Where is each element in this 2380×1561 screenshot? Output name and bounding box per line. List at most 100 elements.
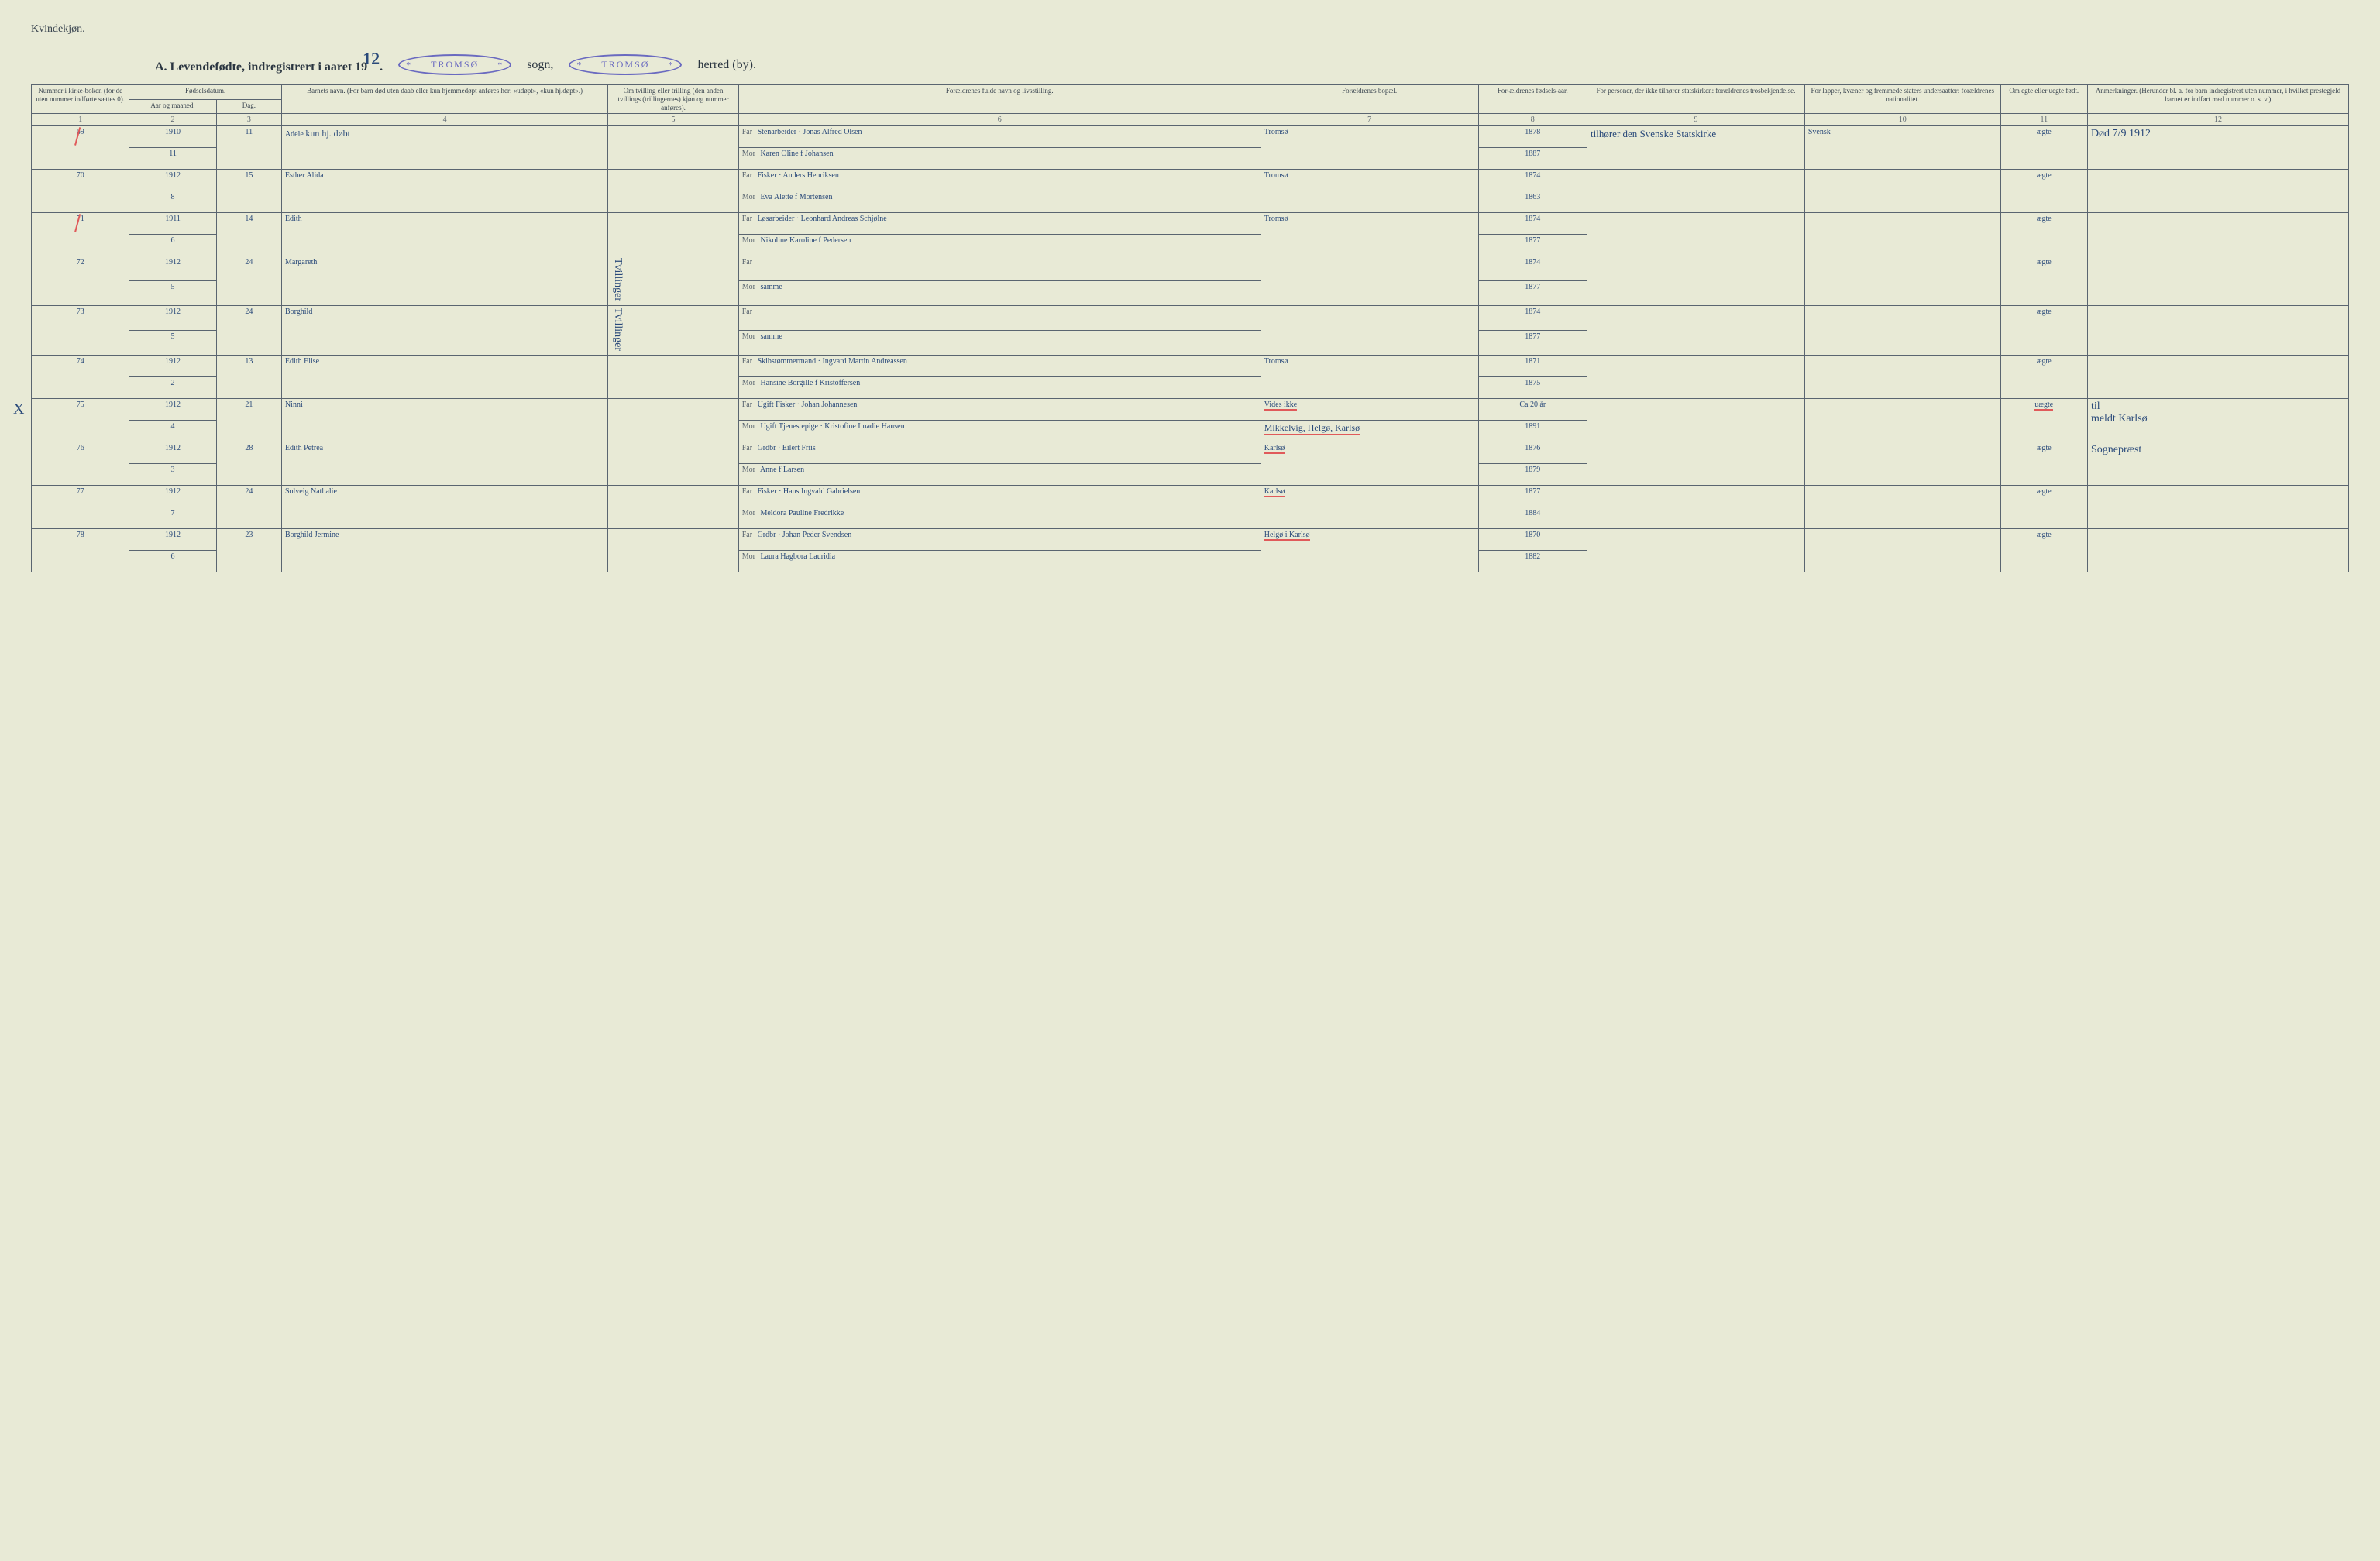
mother-birthyear: 1879: [1478, 464, 1587, 486]
residence: [1261, 306, 1478, 356]
nationality: [1804, 256, 2000, 306]
residence: Karlsø: [1261, 442, 1478, 486]
table-row: 74191213Edith EliseFar Skibstømmermand ·…: [32, 356, 2349, 377]
father-birthyear: 1876: [1478, 442, 1587, 464]
religion: [1587, 486, 1805, 529]
nationality: [1804, 170, 2000, 213]
remarks: Sognepræst: [2087, 442, 2348, 486]
twin-note: [608, 126, 739, 170]
father-cell: Far Fisker · Anders Henriksen: [738, 170, 1261, 191]
nationality: [1804, 486, 2000, 529]
col-4-header: Barnets navn. (For barn død uten daab el…: [281, 85, 607, 114]
day: 24: [216, 306, 281, 356]
handwritten-year: 12: [363, 49, 380, 68]
year: 1912: [129, 399, 216, 421]
twin-note: [608, 213, 739, 256]
col-10-header: For lapper, kvæner og fremmede staters u…: [1804, 85, 2000, 114]
child-name: Solveig Nathalie: [281, 486, 607, 529]
entry-number: 78: [32, 529, 129, 572]
title-main: A. Levendefødte, indregistrert i aaret 1…: [155, 55, 383, 75]
child-name: Borghild Jermine: [281, 529, 607, 572]
remarks: tilmeldt Karlsø: [2087, 399, 2348, 442]
entry-number: 77: [32, 486, 129, 529]
stamp-2: TROMSØ: [569, 54, 682, 75]
year: 1912: [129, 486, 216, 507]
residence: Tromsø: [1261, 126, 1478, 170]
mother-birthyear: 1887: [1478, 148, 1587, 170]
mother-cell: Mor Eva Alette f Mortensen: [738, 191, 1261, 213]
col-5-header: Om tvilling eller trilling (den anden tv…: [608, 85, 739, 114]
gender-label: Kvindekjøn.: [31, 23, 2349, 36]
religion: [1587, 256, 1805, 306]
nationality: [1804, 213, 2000, 256]
legitimacy: uægte: [2000, 399, 2087, 442]
title-row: A. Levendefødte, indregistrert i aaret 1…: [31, 54, 2349, 75]
remarks: [2087, 529, 2348, 572]
table-row: 73191224BorghildTvillingerFar 1874ægte: [32, 306, 2349, 331]
mother-birthyear: 1891: [1478, 421, 1587, 442]
col-11-header: Om egte eller uegte født.: [2000, 85, 2087, 114]
religion: [1587, 170, 1805, 213]
remarks: [2087, 486, 2348, 529]
father-cell: Far: [738, 256, 1261, 281]
twin-note: [608, 529, 739, 572]
entry-number: 71: [32, 213, 129, 256]
father-birthyear: 1874: [1478, 256, 1587, 281]
mother-birthyear: 1884: [1478, 507, 1587, 529]
twin-note: [608, 399, 739, 442]
day: 24: [216, 486, 281, 529]
herred-label: herred (by).: [697, 58, 756, 72]
year: 1911: [129, 213, 216, 235]
father-birthyear: 1870: [1478, 529, 1587, 551]
child-name: Edith Elise: [281, 356, 607, 399]
mother-birthyear: 1877: [1478, 235, 1587, 256]
legitimacy: ægte: [2000, 170, 2087, 213]
religion: [1587, 213, 1805, 256]
legitimacy: ægte: [2000, 126, 2087, 170]
religion: tilhører den Svenske Statskirke: [1587, 126, 1805, 170]
mother-cell: Mor Laura Hagbora Lauridia: [738, 551, 1261, 572]
year: 1912: [129, 170, 216, 191]
table-body: 69191011Adele kun hj. døbtFar Stenarbeid…: [32, 126, 2349, 572]
day: 24: [216, 256, 281, 306]
entry-number: X75: [32, 399, 129, 442]
col-1-header: Nummer i kirke-boken (for de uten nummer…: [32, 85, 129, 114]
entry-number: 70: [32, 170, 129, 213]
day: 23: [216, 529, 281, 572]
sogn-label: sogn,: [527, 58, 553, 72]
month: 5: [129, 331, 216, 356]
legitimacy: ægte: [2000, 306, 2087, 356]
month: 8: [129, 191, 216, 213]
entry-number: 76: [32, 442, 129, 486]
father-cell: Far Grdbr · Eilert Friis: [738, 442, 1261, 464]
remarks: [2087, 256, 2348, 306]
legitimacy: ægte: [2000, 486, 2087, 529]
residence: Tromsø: [1261, 356, 1478, 399]
ledger-table: Nummer i kirke-boken (for de uten nummer…: [31, 84, 2349, 572]
remarks: Død 7/9 1912: [2087, 126, 2348, 170]
day: 21: [216, 399, 281, 442]
mother-birthyear: 1882: [1478, 551, 1587, 572]
father-cell: Far: [738, 306, 1261, 331]
child-name: Adele kun hj. døbt: [281, 126, 607, 170]
child-name: Esther Alida: [281, 170, 607, 213]
father-cell: Far Skibstømmermand · Ingvard Martin And…: [738, 356, 1261, 377]
column-number-row: 1 2 3 4 5 6 7 8 9 10 11 12: [32, 114, 2349, 126]
day: 13: [216, 356, 281, 399]
legitimacy: ægte: [2000, 213, 2087, 256]
mother-birthyear: 1877: [1478, 281, 1587, 306]
nationality: Svensk: [1804, 126, 2000, 170]
child-name: Ninni: [281, 399, 607, 442]
table-row: 72191224MargarethTvillingerFar 1874ægte: [32, 256, 2349, 281]
year: 1912: [129, 306, 216, 331]
legitimacy: ægte: [2000, 256, 2087, 306]
month: 6: [129, 235, 216, 256]
month: 7: [129, 507, 216, 529]
day: 11: [216, 126, 281, 170]
father-cell: Far Løsarbeider · Leonhard Andreas Schjø…: [738, 213, 1261, 235]
ledger-page: Kvindekjøn. A. Levendefødte, indregistre…: [31, 23, 2349, 572]
entry-number: 73: [32, 306, 129, 356]
child-name: Margareth: [281, 256, 607, 306]
nationality: [1804, 356, 2000, 399]
father-birthyear: Ca 20 år: [1478, 399, 1587, 421]
